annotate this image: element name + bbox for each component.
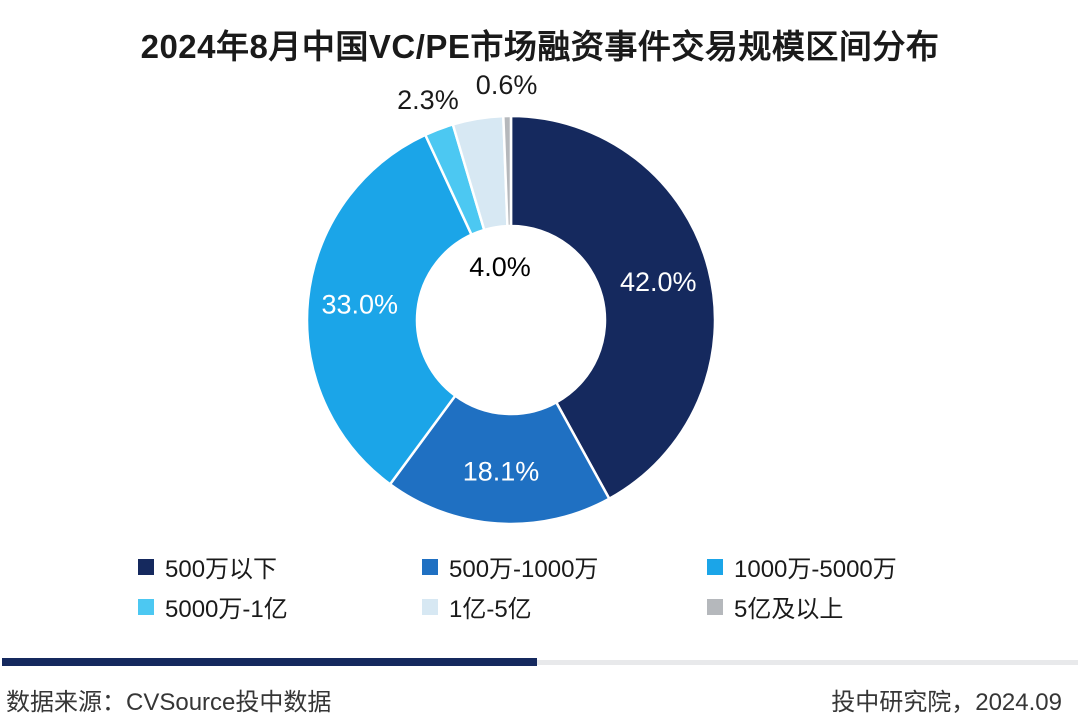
donut-slice-0 bbox=[509, 114, 717, 501]
divider-accent-bar bbox=[2, 658, 537, 666]
chart-title: 2024年8月中国VC/PE市场融资事件交易规模区间分布 bbox=[140, 28, 940, 65]
legend-label: 5000万-1亿 bbox=[165, 596, 288, 623]
legend-item-3: 5000万-1亿 bbox=[138, 594, 422, 623]
slice-label-2: 33.0% bbox=[321, 290, 398, 320]
slice-label-4: 4.0% bbox=[469, 252, 531, 282]
legend-label: 5亿及以上 bbox=[734, 596, 844, 623]
slice-label-3: 2.3% bbox=[397, 85, 459, 115]
legend-item-1: 500万-1000万 bbox=[422, 554, 707, 583]
donut-chart: 42.0% 18.1% 33.0% 2.3% 4.0% 0.6% bbox=[305, 70, 717, 526]
footer: 数据来源：CVSource投中数据 投中研究院，2024.09 bbox=[0, 682, 1080, 717]
slice-label-1: 18.1% bbox=[463, 457, 540, 487]
footer-divider bbox=[2, 658, 1078, 666]
credit-text: 投中研究院，2024.09 bbox=[831, 689, 1062, 716]
legend-item-4: 1亿-5亿 bbox=[422, 594, 707, 623]
slice-label-5: 0.6% bbox=[476, 70, 538, 100]
legend-item-5: 5亿及以上 bbox=[707, 594, 897, 623]
donut-slice-1 bbox=[388, 393, 611, 526]
legend-label: 500万以下 bbox=[165, 556, 278, 583]
slice-label-0: 42.0% bbox=[620, 267, 697, 297]
legend: 500万以下 500万-1000万 1000万-5000万 5000万-1亿 1亿-5亿… bbox=[138, 554, 897, 623]
legend-swatch-icon bbox=[422, 598, 438, 615]
legend-swatch-icon bbox=[138, 558, 154, 575]
donut-slice-5 bbox=[502, 114, 513, 228]
legend-swatch-icon bbox=[422, 558, 438, 575]
legend-swatch-icon bbox=[707, 558, 723, 575]
divider-gray-bar bbox=[537, 659, 1078, 665]
legend-label: 1亿-5亿 bbox=[449, 596, 532, 623]
legend-label: 1000万-5000万 bbox=[734, 556, 897, 583]
legend-item-2: 1000万-5000万 bbox=[707, 554, 897, 583]
donut-slice-2 bbox=[305, 133, 474, 487]
legend-item-0: 500万以下 bbox=[138, 554, 422, 583]
data-source-text: 数据来源：CVSource投中数据 bbox=[6, 689, 332, 716]
legend-swatch-icon bbox=[138, 598, 154, 615]
legend-label: 500万-1000万 bbox=[449, 556, 599, 583]
legend-swatch-icon bbox=[707, 598, 723, 615]
